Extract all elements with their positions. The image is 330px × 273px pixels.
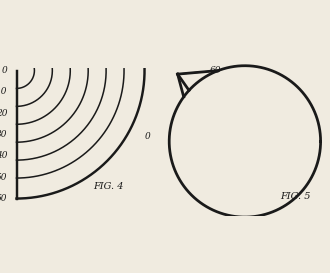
Text: 10: 10 xyxy=(0,87,7,96)
Text: 60: 60 xyxy=(0,194,7,203)
Text: 40: 40 xyxy=(0,151,7,160)
Text: 20: 20 xyxy=(0,109,7,118)
Text: FIG. 4: FIG. 4 xyxy=(94,182,124,191)
Text: FIG. 5: FIG. 5 xyxy=(280,192,311,201)
Text: 60: 60 xyxy=(210,66,221,75)
Text: 30: 30 xyxy=(0,130,7,139)
Text: 50: 50 xyxy=(0,173,7,182)
Text: 0: 0 xyxy=(145,132,150,141)
Text: 0: 0 xyxy=(2,66,7,75)
